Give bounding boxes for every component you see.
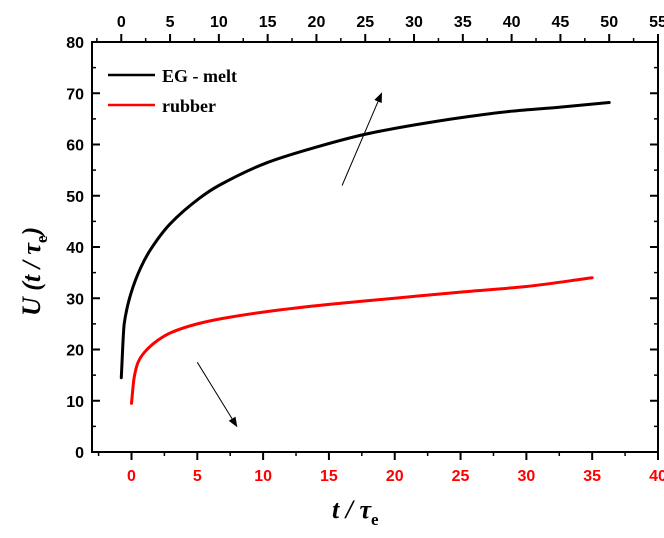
x-top-tick-label: 40 <box>503 14 521 31</box>
y-tick-label: 20 <box>66 343 84 360</box>
y-tick-label: 50 <box>66 189 84 206</box>
x-top-axis-ticks: 0 5 10 15 20 25 30 35 40 45 50 55 <box>96 14 664 42</box>
x-bottom-tick-label: 20 <box>386 468 404 485</box>
y-tick-label: 30 <box>66 291 84 308</box>
annotation-arrows <box>196 92 383 428</box>
annotation-arrow-down-right <box>196 362 238 428</box>
x-top-tick-label: 55 <box>649 14 664 31</box>
x-top-tick-label: 30 <box>405 14 423 31</box>
x-bottom-tick-label: 15 <box>320 468 338 485</box>
x-bottom-tick-label: 10 <box>254 468 272 485</box>
x-top-tick-label: 5 <box>166 14 175 31</box>
x-bottom-axis-ticks: 0 5 10 15 20 25 30 35 40 <box>97 452 664 485</box>
x-top-tick-label: 25 <box>356 14 374 31</box>
series-line-eg-melt <box>119 100 611 380</box>
annotation-arrow-up-right <box>341 92 383 186</box>
y-tick-label: 80 <box>66 35 84 52</box>
x-top-tick-label: 15 <box>259 14 277 31</box>
x-bottom-tick-label: 40 <box>649 468 664 485</box>
x-top-tick-label: 50 <box>600 14 618 31</box>
legend-label-rubber: rubber <box>162 96 216 116</box>
x-bottom-tick-label: 30 <box>517 468 535 485</box>
y-axis-ticks: 0 10 20 30 40 50 60 70 80 <box>66 35 658 462</box>
y-axis-title: U (t / τe) <box>17 227 51 316</box>
legend-label-eg-melt: EG - melt <box>162 66 237 86</box>
x-top-tick-label: 10 <box>210 14 228 31</box>
x-bottom-tick-label: 25 <box>452 468 470 485</box>
x-axis-title: t / τe <box>332 495 379 529</box>
legend: EG - melt rubber <box>108 66 237 116</box>
x-top-tick-label: 45 <box>552 14 570 31</box>
series-lines <box>119 100 611 405</box>
x-bottom-tick-label: 5 <box>193 468 202 485</box>
y-tick-label: 70 <box>66 86 84 103</box>
x-top-tick-label: 0 <box>117 14 126 31</box>
x-top-tick-label: 20 <box>308 14 326 31</box>
x-bottom-tick-label: 35 <box>583 468 601 485</box>
x-bottom-tick-label: 0 <box>127 468 136 485</box>
x-top-tick-label: 35 <box>454 14 472 31</box>
y-tick-label: 0 <box>75 445 84 462</box>
y-tick-label: 10 <box>66 394 84 411</box>
series-line-rubber <box>129 276 594 405</box>
y-tick-label: 60 <box>66 138 84 155</box>
y-tick-label: 40 <box>66 240 84 257</box>
